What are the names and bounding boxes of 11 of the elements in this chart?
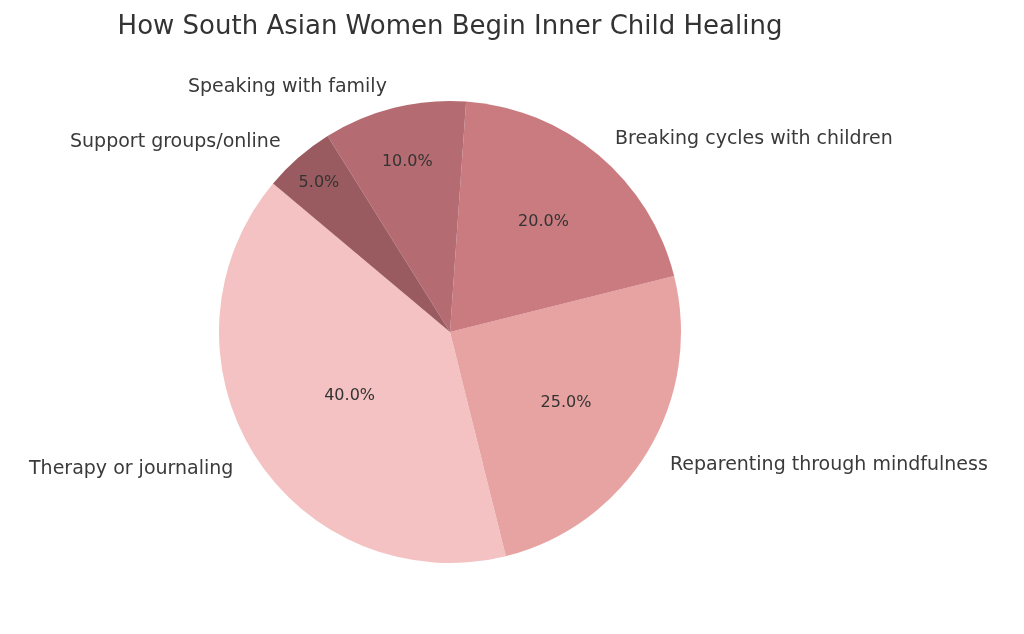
slice-label: Speaking with family [188,74,387,96]
slice-label: Therapy or journaling [28,456,234,478]
chart-title: How South Asian Women Begin Inner Child Healing [117,10,783,41]
data-label: 40.0% [324,385,376,405]
slice-label: Reparenting through mindfulness [670,452,988,474]
data-label: 25.0% [540,392,592,412]
slice-label: Support groups/online [70,129,281,151]
data-label: 5.0% [298,171,340,191]
data-label: 20.0% [518,211,569,231]
data-label: 10.0% [381,151,433,171]
slice-label: Breaking cycles with children [615,126,893,148]
